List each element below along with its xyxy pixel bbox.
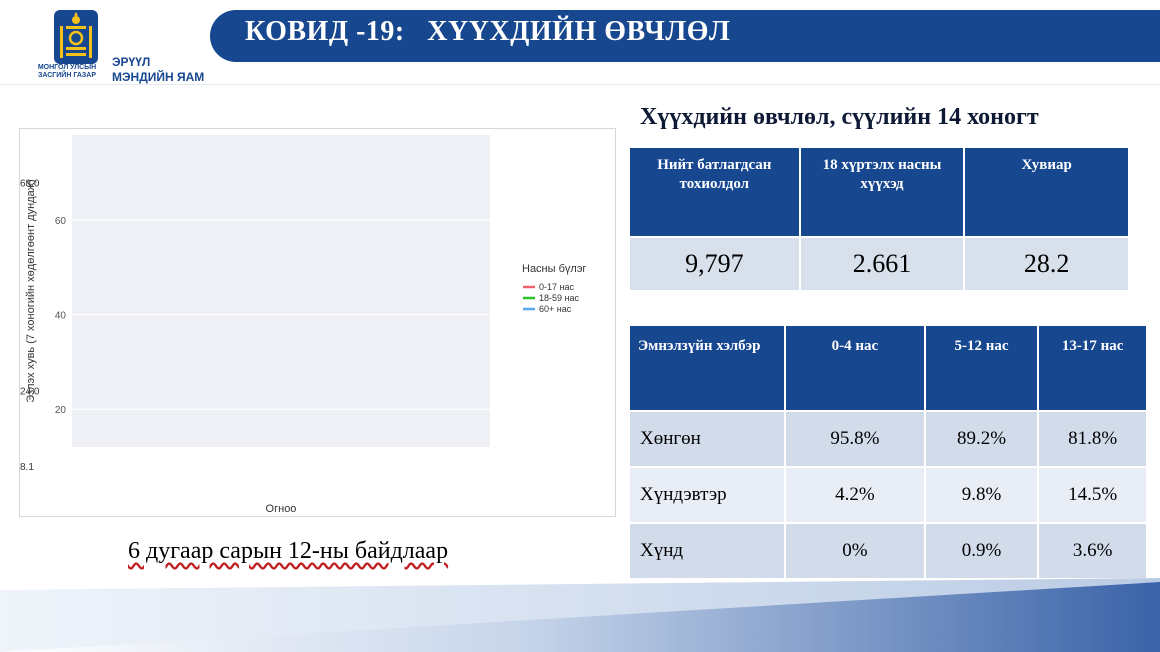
logo-ministry-text: ЭРҮҮЛ МЭНДИЙН ЯАМ <box>112 55 262 85</box>
severity-cell: 89.2% <box>924 410 1040 467</box>
table-row: Хүндэвтэр 4.2% 9.8% 14.5% <box>630 466 1148 523</box>
legend-title: Насны бүлэг <box>522 263 586 275</box>
soyombo-emblem-icon <box>54 10 98 64</box>
logo-ministry-line1: ЭРҮҮЛ <box>112 55 151 69</box>
severity-header-0-4: 0-4 нас <box>785 326 926 411</box>
logo-government-text: МОНГОЛ УЛСЫН ЗАСГИЙН ГАЗАР <box>37 64 97 79</box>
severity-cell: 95.8% <box>785 410 926 467</box>
page-title: КОВИД -19: ХҮҮХДИЙН ӨВЧЛӨЛ <box>245 16 731 47</box>
y-tick-label: 60 <box>55 216 67 227</box>
severity-row-label: Хүндэвтэр <box>630 466 787 523</box>
severity-header-form: Эмнэлзүйн хэлбэр <box>630 326 787 411</box>
severity-cell: 3.6% <box>1038 522 1148 578</box>
x-axis-label: Огноо <box>266 503 297 515</box>
severity-cell: 9.8% <box>924 466 1040 523</box>
summary-header-total: Нийт батлагдсан тохиолдол <box>630 148 801 237</box>
bottom-decoration <box>0 578 1160 652</box>
summary-value-total: 9,797 <box>630 236 801 290</box>
header-divider <box>0 84 1160 85</box>
chart-caption: 6 дугаар сарын 12-ны байдлаар <box>128 538 449 564</box>
summary-value-children: 2.661 <box>799 236 966 290</box>
severity-cell: 0.9% <box>924 522 1040 578</box>
summary-table: Нийт батлагдсан тохиолдол 18 хүртэлх нас… <box>630 148 1130 290</box>
severity-row-label: Хөнгөн <box>630 410 787 467</box>
summary-value-percent: 28.2 <box>964 236 1130 290</box>
table-row: Хүнд 0% 0.9% 3.6% <box>630 522 1148 578</box>
severity-cell: 0% <box>785 522 926 578</box>
y-tick-label: 40 <box>55 311 67 322</box>
series-end-label: 8.1 <box>20 462 34 473</box>
line-chart: 21-03-0121-03-0821-03-1521-03-2221-03-29… <box>0 121 586 515</box>
header-bar <box>210 10 1160 62</box>
severity-cell: 14.5% <box>1038 466 1148 523</box>
severity-table: Эмнэлзүйн хэлбэр 0-4 нас 5-12 нас 13-17 … <box>630 326 1148 578</box>
summary-header-children: 18 хүртэлх насны хүүхэд <box>799 148 966 237</box>
plot-background <box>72 135 490 447</box>
series-end-label: 24.0 <box>20 386 40 397</box>
y-tick-label: 20 <box>55 405 67 416</box>
legend-entry: 0-17 нас <box>539 282 574 292</box>
legend-entry: 18-59 нас <box>539 293 579 303</box>
severity-header-13-17: 13-17 нас <box>1038 326 1148 411</box>
chart-container: 21-03-0121-03-0821-03-1521-03-2221-03-29… <box>0 121 616 517</box>
severity-header-5-12: 5-12 нас <box>924 326 1040 411</box>
table-row: Хөнгөн 95.8% 89.2% 81.8% <box>630 410 1148 467</box>
severity-row-label: Хүнд <box>630 522 787 578</box>
y-axis-label: Эзлэх хувь (7 хоногийн хөдөлгөөнт дундаж… <box>25 179 37 402</box>
severity-cell: 81.8% <box>1038 410 1148 467</box>
summary-header-percent: Хувиар <box>964 148 1130 237</box>
section-title: Хүүхдийн өвчлөл, сүүлийн 14 хоногт <box>640 104 1039 130</box>
series-end-label: 68.0 <box>20 178 40 189</box>
severity-cell: 4.2% <box>785 466 926 523</box>
legend-entry: 60+ нас <box>539 304 572 314</box>
logo-ministry-line2: МЭНДИЙН ЯАМ <box>112 70 205 84</box>
